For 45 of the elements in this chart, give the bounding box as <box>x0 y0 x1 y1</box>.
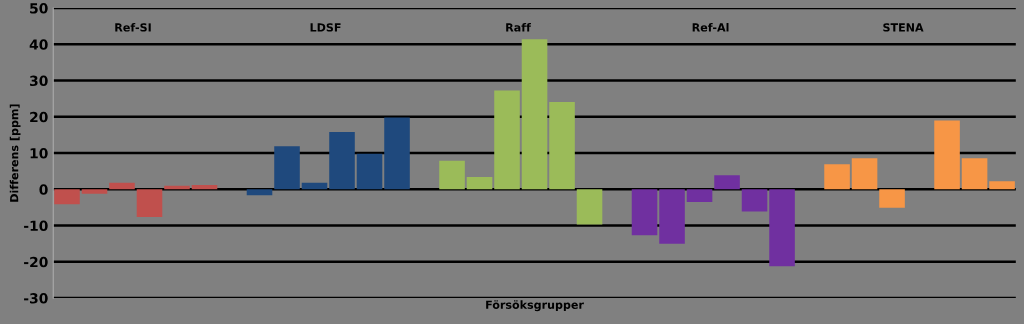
bar <box>521 39 548 190</box>
bar <box>631 189 658 236</box>
bar <box>439 160 465 190</box>
y-tick-label: 10 <box>30 148 48 159</box>
bar <box>356 153 383 190</box>
bar <box>576 189 603 225</box>
bar <box>54 189 80 205</box>
y-tick-label: 50 <box>30 3 48 14</box>
bar <box>989 181 1015 190</box>
bar <box>879 189 905 208</box>
bar <box>686 189 713 203</box>
bar <box>274 146 300 190</box>
bar <box>384 117 410 190</box>
y-tick-label: 0 <box>39 184 48 195</box>
x-axis-title: Försöksgrupper <box>486 300 584 312</box>
bar <box>961 158 988 190</box>
bar <box>934 120 960 190</box>
y-axis-title: Differens [ppm] <box>9 104 21 202</box>
bar <box>549 101 575 190</box>
annotation: Ref-SI <box>115 23 151 32</box>
y-tick-label: -10 <box>24 220 48 232</box>
bar <box>824 164 850 190</box>
bar <box>191 184 218 190</box>
annotation: STENA <box>883 23 924 32</box>
bar <box>494 90 520 190</box>
annotation: LDSF <box>310 23 341 32</box>
bar <box>466 177 493 190</box>
y-tick-label: 20 <box>30 111 48 123</box>
bar <box>714 175 740 190</box>
y-tick-label: -30 <box>24 293 48 304</box>
bar <box>246 189 273 196</box>
bar <box>329 132 355 190</box>
bar <box>741 189 768 212</box>
bar <box>769 189 795 267</box>
y-tick-label: 30 <box>29 75 48 87</box>
bar <box>136 189 163 217</box>
annotation: Ref-Al <box>692 23 729 32</box>
bar <box>301 182 328 190</box>
bar <box>81 189 108 194</box>
y-tick-label: 40 <box>29 39 48 50</box>
annotation: Raff <box>506 23 531 32</box>
bar <box>109 182 135 190</box>
bar <box>659 189 685 244</box>
y-tick-label: -20 <box>24 256 48 268</box>
bar <box>851 158 878 190</box>
